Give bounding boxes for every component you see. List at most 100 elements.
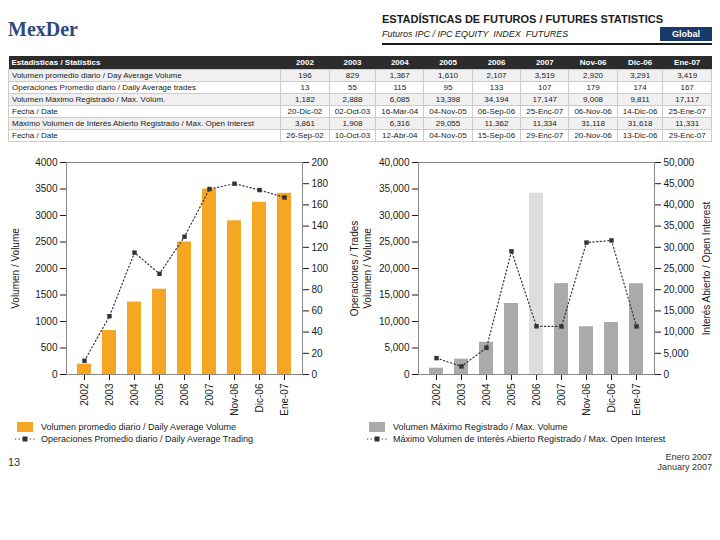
svg-text:160: 160 (312, 199, 329, 210)
svg-text:Interés Abierto / Open Interes: Interés Abierto / Open Interest (701, 202, 712, 336)
html-text:13: 13 (8, 456, 21, 468)
html-text:2,107: 2,107 (486, 71, 507, 80)
html-text:Operaciones Promedio diario /: Operaciones Promedio diario / Daily Aver… (12, 83, 196, 92)
svg-text:35,000: 35,000 (664, 220, 695, 231)
svg-text:Nov-06: Nov-06 (581, 383, 592, 416)
html-text:3,519: 3,519 (534, 71, 555, 80)
html-text:ESTADÍSTICAS DE FUTUROS / FUTU: ESTADÍSTICAS DE FUTUROS / FUTURES STATIS… (382, 13, 664, 25)
html-text:Estadísticas / Statistics: Estadísticas / Statistics (11, 58, 101, 67)
svg-text:2005: 2005 (506, 383, 517, 406)
svg-text:2005: 2005 (154, 383, 165, 406)
svg-text:1000: 1000 (35, 316, 58, 327)
svg-text:140: 140 (312, 220, 329, 231)
html-text:2003: 2003 (343, 58, 362, 67)
svg-text:200: 200 (312, 157, 329, 168)
svg-text:0: 0 (52, 369, 58, 380)
svg-text:20: 20 (312, 348, 324, 359)
svg-text:2003: 2003 (104, 383, 115, 406)
html-text:Operaciones Promedio diario /: Operaciones Promedio diario / Daily Aver… (41, 434, 253, 444)
html-text:2006: 2006 (487, 58, 506, 67)
html-text:Dic-06: Dic-06 (628, 58, 653, 67)
html-text:2,920: 2,920 (583, 71, 604, 80)
svg-text:25,000: 25,000 (379, 236, 410, 247)
svg-text:1500: 1500 (35, 289, 58, 300)
svg-text:15,000: 15,000 (664, 305, 695, 316)
html-text:829: 829 (345, 71, 360, 80)
svg-text:30,000: 30,000 (379, 210, 410, 221)
svg-text:3000: 3000 (35, 210, 58, 221)
html-text:2004: 2004 (390, 58, 409, 67)
html-text:2007: 2007 (535, 58, 554, 67)
svg-text:2004: 2004 (129, 383, 140, 406)
svg-text:20,000: 20,000 (664, 284, 695, 295)
svg-text:3500: 3500 (35, 183, 58, 194)
svg-text:2000: 2000 (35, 263, 58, 274)
svg-text:2002: 2002 (431, 383, 442, 406)
svg-text:2007: 2007 (556, 383, 567, 406)
svg-text:40,000: 40,000 (379, 157, 410, 168)
svg-text:0: 0 (312, 369, 318, 380)
html-text:Nov-06: Nov-06 (579, 58, 607, 67)
svg-text:Nov-06: Nov-06 (229, 383, 240, 416)
svg-text:2006: 2006 (179, 383, 190, 406)
svg-text:45,000: 45,000 (664, 178, 695, 189)
html-text:Futuros IPC / IPC EQUITY INDEX: Futuros IPC / IPC EQUITY INDEX FUTURES (382, 29, 569, 39)
svg-text:40: 40 (312, 326, 324, 337)
html-text:1,367: 1,367 (389, 71, 410, 80)
html-text:1,610: 1,610 (438, 71, 458, 80)
svg-text:10,000: 10,000 (379, 316, 410, 327)
html-text:115: 115 (393, 83, 407, 92)
html-text:MexDer: MexDer (8, 17, 78, 40)
html-text:107: 107 (538, 83, 552, 92)
svg-text:2500: 2500 (35, 236, 58, 247)
svg-text:Volumen / Volume: Volumen / Volume (362, 228, 373, 309)
html-text:Ene-07: Ene-07 (674, 58, 701, 67)
svg-text:100: 100 (312, 263, 329, 274)
svg-text:40,000: 40,000 (664, 199, 695, 210)
svg-text:20,000: 20,000 (379, 263, 410, 274)
html-text:Volumen promedio diario / Day: Volumen promedio diario / Day Average Vo… (12, 71, 182, 80)
html-text:2005: 2005 (439, 58, 457, 67)
svg-text:60: 60 (312, 305, 324, 316)
svg-text:2006: 2006 (531, 383, 542, 406)
html-text:Máximo Volumen de Interés Abie: Máximo Volumen de Interés Abierto Regist… (393, 434, 666, 444)
svg-text:5,000: 5,000 (384, 342, 409, 353)
svg-text:15,000: 15,000 (379, 289, 410, 300)
svg-text:4000: 4000 (35, 157, 58, 168)
svg-text:Volumen / Volume: Volumen / Volume (10, 228, 21, 309)
html-text:196: 196 (298, 71, 312, 80)
html-text:55: 55 (348, 83, 357, 92)
svg-text:25,000: 25,000 (664, 263, 695, 274)
html-text:Volumen promedio diario / Dail: Volumen promedio diario / Daily Average … (41, 422, 236, 432)
html-text:Global: Global (672, 29, 700, 39)
svg-text:35,000: 35,000 (379, 183, 410, 194)
html-text:2002: 2002 (296, 58, 314, 67)
svg-text:Dic-06: Dic-06 (254, 383, 265, 412)
html-text:Volumen Máximo Registrado / Ma: Volumen Máximo Registrado / Max. Volume (393, 422, 568, 432)
svg-text:2002: 2002 (79, 383, 90, 406)
svg-text:Operaciones / Trades: Operaciones / Trades (349, 221, 360, 317)
html-text:January 2007: January 2007 (657, 462, 712, 472)
svg-text:30,000: 30,000 (664, 242, 695, 253)
svg-text:2003: 2003 (456, 383, 467, 406)
svg-text:Dic-06: Dic-06 (606, 383, 617, 412)
svg-text:80: 80 (312, 284, 324, 295)
html-text:13: 13 (300, 83, 310, 92)
svg-text:120: 120 (312, 242, 329, 253)
svg-text:180: 180 (312, 178, 329, 189)
svg-text:0: 0 (404, 369, 410, 380)
svg-text:50,000: 50,000 (664, 157, 695, 168)
svg-text:2007: 2007 (204, 383, 215, 406)
svg-text:500: 500 (41, 342, 58, 353)
html-text:3,291: 3,291 (630, 71, 651, 80)
html-text:95: 95 (443, 83, 453, 92)
svg-text:2004: 2004 (481, 383, 492, 406)
svg-text:Ene-07: Ene-07 (279, 383, 290, 416)
svg-text:0: 0 (664, 369, 670, 380)
svg-text:5,000: 5,000 (664, 348, 689, 359)
html-text:133: 133 (489, 83, 504, 92)
html-text:3,419: 3,419 (677, 71, 698, 80)
html-text:Enero 2007: Enero 2007 (665, 452, 712, 462)
svg-text:Ene-07: Ene-07 (631, 383, 642, 416)
svg-text:10,000: 10,000 (664, 326, 695, 337)
